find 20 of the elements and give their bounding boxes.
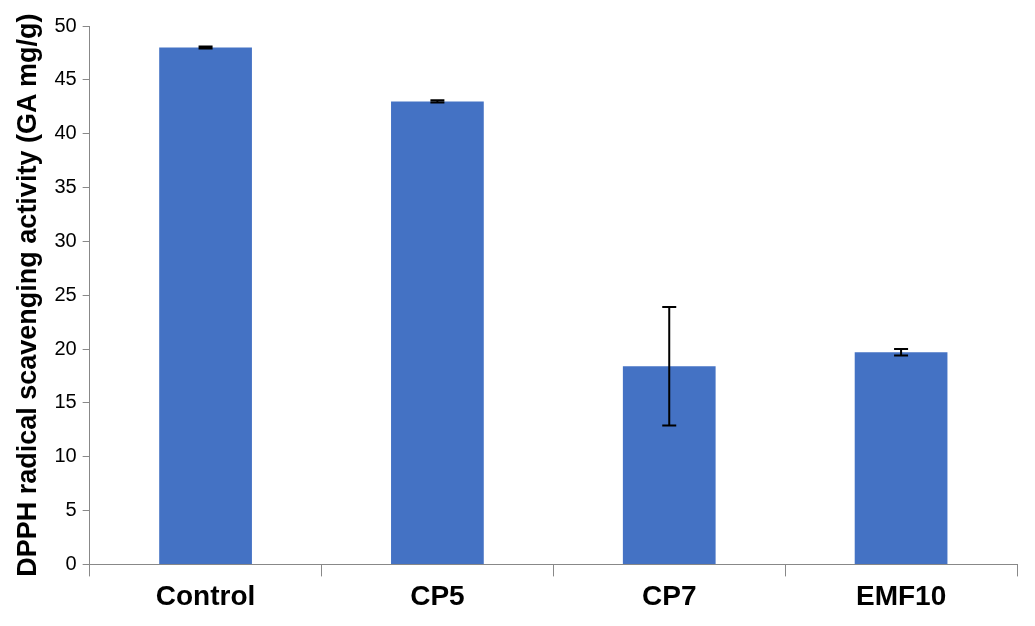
bar: [622, 366, 716, 564]
y-tick-label: 40: [54, 121, 77, 144]
bar: [391, 101, 484, 564]
x-tick-label: CP7: [642, 579, 697, 611]
y-tick-label: 0: [65, 551, 77, 574]
y-tick-label: 20: [54, 336, 77, 359]
y-tick-label: 15: [54, 390, 77, 413]
y-axis-title: DPPH radical scavenging activity (GA mg/g): [11, 13, 42, 577]
x-tick-label: Control: [155, 579, 256, 611]
y-tick-label: 25: [54, 282, 77, 305]
y-tick-label: 35: [54, 175, 77, 198]
x-tick-label: CP5: [410, 579, 465, 611]
y-tick-label: 5: [65, 498, 77, 521]
x-tick-label: EMF10: [855, 579, 947, 611]
bar: [159, 47, 252, 564]
y-tick-label: 30: [54, 228, 77, 251]
y-tick-label: 50: [54, 13, 77, 36]
y-tick-label: 10: [54, 444, 77, 467]
y-tick-label: 45: [54, 67, 77, 90]
bar: [854, 352, 948, 564]
